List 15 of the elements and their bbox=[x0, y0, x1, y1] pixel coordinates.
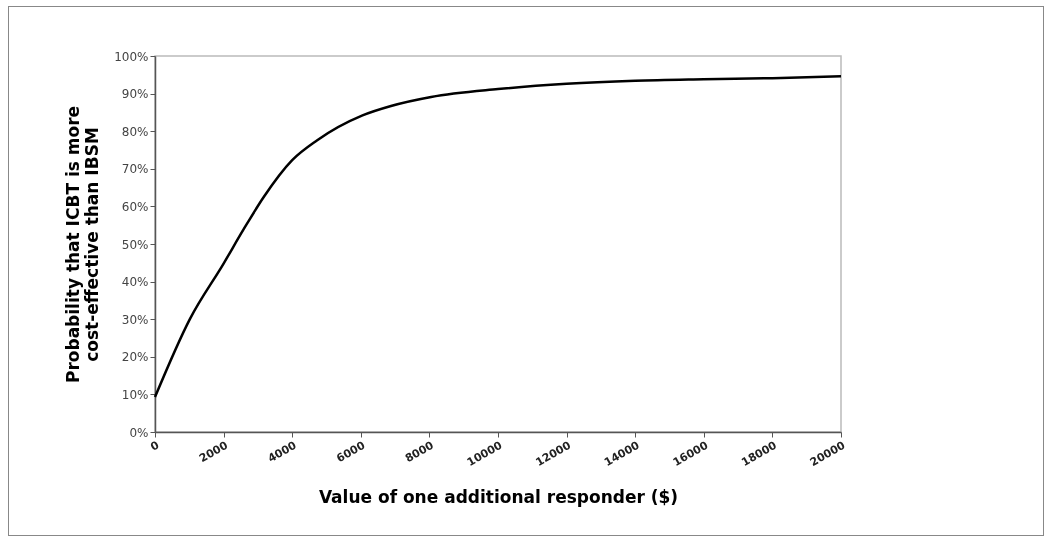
y-tick-label: 60% bbox=[121, 199, 149, 214]
x-axis-title: Value of one additional responder ($) bbox=[318, 487, 679, 508]
y-tick-label: 0% bbox=[129, 425, 149, 440]
y-tick-label: 90% bbox=[121, 87, 149, 102]
line-series bbox=[153, 75, 843, 399]
y-tick-label: 80% bbox=[121, 124, 149, 139]
y-tick-label: 30% bbox=[121, 312, 149, 327]
y-axis-title: Probability that ICBT is more cost-effective than IBSM bbox=[63, 105, 103, 384]
y-tick-label: 40% bbox=[121, 275, 149, 290]
y-tick-label: 10% bbox=[121, 387, 149, 402]
y-tick-label: 50% bbox=[121, 237, 149, 252]
x-tick-label: 0 bbox=[148, 438, 162, 454]
y-tick-label: 100% bbox=[114, 49, 149, 64]
y-tick-label: 70% bbox=[121, 162, 149, 177]
y-tick-label: 20% bbox=[121, 350, 149, 365]
